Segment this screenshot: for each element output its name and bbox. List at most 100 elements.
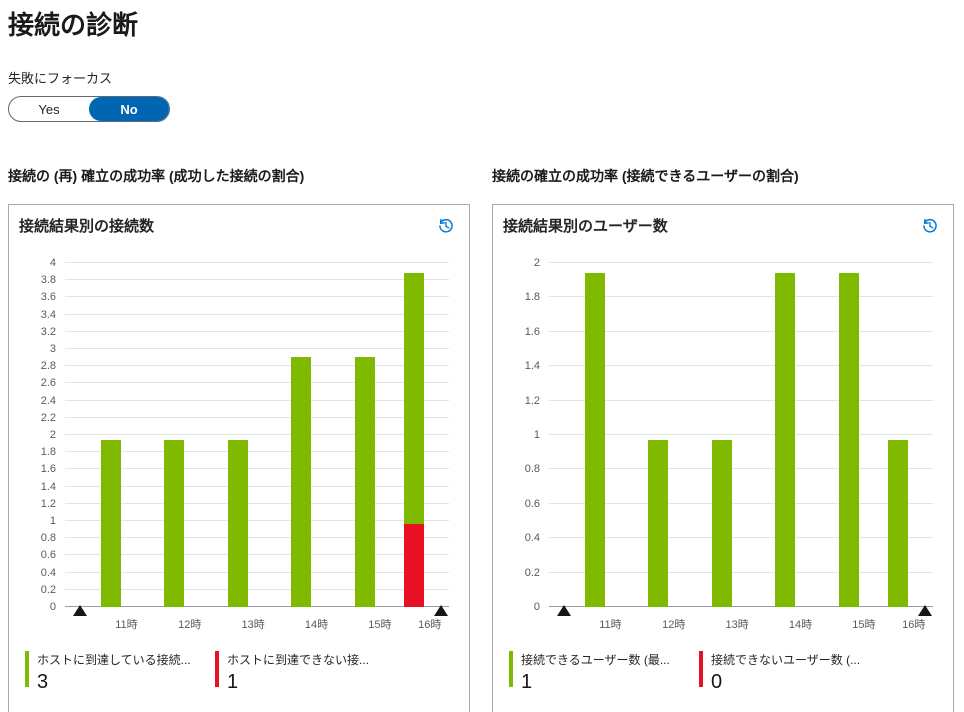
- x-tick-label: 14時: [304, 619, 329, 631]
- legend-color-marker: [699, 651, 703, 687]
- toggle-option-yes[interactable]: Yes: [38, 101, 60, 117]
- gridline: [65, 588, 449, 590]
- time-range-clock-icon[interactable]: [437, 217, 455, 235]
- time-brush-left-handle[interactable]: [73, 605, 88, 616]
- x-tick-label: 16時: [418, 619, 442, 631]
- y-tick-label: 3.6: [40, 291, 56, 304]
- time-brush-left-handle[interactable]: [557, 605, 572, 616]
- connections-chart-panel: 接続結果別の接続数 0 0.2 0.4 0.6 0.8 1 1.2 1.4 1.6 1.8 2 2.2…: [8, 204, 470, 712]
- y-tick-label: 1.6: [40, 463, 56, 476]
- y-tick-label: 2.6: [40, 377, 56, 390]
- gridline: [549, 571, 933, 573]
- legend-color-marker: [215, 651, 219, 687]
- x-tick-label: 12時: [662, 619, 686, 631]
- gridline: [549, 434, 933, 435]
- gridline: [65, 554, 449, 556]
- users-legend: 接続できるユーザー数 (最... 1 接続できないユーザー数 (... 0: [503, 651, 939, 694]
- y-tick-label: 0.4: [524, 532, 540, 545]
- legend-item-users-failure[interactable]: 接続できないユーザー数 (... 0: [699, 651, 889, 694]
- gridline: [65, 279, 449, 281]
- legend-label: ホストに到達できない接...: [227, 653, 370, 667]
- bar-16時[interactable]: [404, 263, 425, 607]
- gridline: [549, 262, 933, 263]
- bar-13時[interactable]: [227, 263, 248, 607]
- y-tick-label: 0.4: [40, 566, 56, 579]
- legend-value: 1: [521, 671, 533, 693]
- bar-14時[interactable]: [291, 263, 312, 607]
- gridline: [65, 365, 449, 367]
- users-bar-chart: 0 0.2 0.4 0.6 0.8 1 1.2 1.4 1.6 1.8 2 11時 12時 13時 14時 1…: [525, 257, 933, 631]
- y-tick-label: 0.8: [40, 532, 56, 545]
- y-tick-label: 1.2: [40, 497, 56, 510]
- y-tick-label: 3: [49, 343, 56, 355]
- gridline: [549, 365, 933, 367]
- toggle-option-no[interactable]: No: [89, 97, 169, 121]
- bar-11時[interactable]: [585, 263, 606, 607]
- y-tick-label: 0: [49, 601, 56, 613]
- y-tick-label: 4: [49, 257, 56, 269]
- page-title: 接続の診断: [8, 10, 139, 40]
- connections-legend: ホストに到達している接続... 3 ホストに到達できない接... 1: [19, 651, 455, 694]
- users-chart-panel: 接続結果別のユーザー数 0 0.2 0.4 0.6 0.8 1 1.2 1.4 1.6 1.8 2 1…: [492, 204, 954, 712]
- panel-header: 接続結果別のユーザー数: [503, 217, 939, 237]
- bar-segment: [101, 440, 122, 607]
- legend-item-connections-failure[interactable]: ホストに到達できない接... 1: [215, 651, 405, 694]
- y-tick-label: 1.2: [524, 394, 540, 407]
- time-range-clock-icon[interactable]: [921, 217, 939, 235]
- bar-14時[interactable]: [775, 263, 796, 607]
- x-tick-label: 11時: [115, 619, 138, 631]
- users-chart-column: 接続の確立の成功率 (接続できるユーザーの割合) 接続結果別のユーザー数 0 0.…: [492, 166, 954, 712]
- connections-bar-chart: 0 0.2 0.4 0.6 0.8 1 1.2 1.4 1.6 1.8 2 2.2 2.4 2.6 2.8 3…: [41, 257, 449, 631]
- x-tick-label: 11時: [599, 619, 622, 631]
- x-tick-label: 15時: [368, 619, 392, 631]
- focus-failures-label: 失敗にフォーカス: [8, 71, 113, 86]
- y-tick-label: 0: [533, 601, 540, 613]
- bar-13時[interactable]: [711, 263, 732, 607]
- legend-item-users-success[interactable]: 接続できるユーザー数 (最... 1: [509, 651, 699, 694]
- y-tick-label: 3.4: [40, 308, 56, 321]
- bar-segment: [164, 440, 185, 607]
- x-tick-label: 13時: [725, 619, 749, 631]
- gridline: [65, 606, 449, 607]
- time-brush-right-handle[interactable]: [918, 605, 933, 616]
- x-tick-label: 16時: [902, 619, 926, 631]
- y-tick-label: 3.8: [40, 274, 56, 287]
- bar-12時[interactable]: [648, 263, 669, 607]
- panel-header: 接続結果別の接続数: [19, 217, 455, 237]
- bar-16時[interactable]: [888, 263, 909, 607]
- gridline: [65, 296, 449, 298]
- section-heading-users: 接続の確立の成功率 (接続できるユーザーの割合): [492, 168, 799, 184]
- gridline: [549, 606, 933, 607]
- y-tick-label: 2.2: [40, 411, 56, 424]
- gridline: [65, 416, 449, 418]
- legend-label: 接続できるユーザー数 (最...: [521, 653, 670, 667]
- bar-segment: [648, 440, 669, 607]
- legend-item-connections-success[interactable]: ホストに到達している接続... 3: [25, 651, 215, 694]
- y-tick-label: 0.8: [524, 463, 540, 476]
- panel-title-users: 接続結果別のユーザー数: [503, 218, 668, 235]
- legend-color-marker: [509, 651, 513, 687]
- y-tick-label: 3.2: [40, 325, 56, 338]
- time-brush-right-handle[interactable]: [434, 605, 449, 616]
- x-tick-label: 12時: [178, 619, 202, 631]
- gridline: [65, 313, 449, 315]
- connections-chart-column: 接続の (再) 確立の成功率 (成功した接続の割合) 接続結果別の接続数 0 0.…: [8, 166, 470, 712]
- legend-value: 1: [227, 671, 239, 693]
- gridline: [65, 399, 449, 401]
- gridline: [65, 451, 449, 453]
- bar-12時[interactable]: [164, 263, 185, 607]
- bar-15時[interactable]: [838, 263, 859, 607]
- bar-11時[interactable]: [101, 263, 122, 607]
- x-tick-label: 15時: [852, 619, 876, 631]
- focus-failures-toggle[interactable]: Yes No: [8, 96, 170, 122]
- bar-segment: [775, 273, 796, 607]
- y-tick-label: 0.6: [40, 549, 56, 562]
- bar-15時[interactable]: [354, 263, 375, 607]
- y-tick-label: 0.6: [524, 497, 540, 510]
- y-tick-label: 0.2: [524, 566, 540, 579]
- x-tick-label: 13時: [241, 619, 265, 631]
- gridline: [65, 382, 449, 384]
- gridline: [549, 468, 933, 470]
- gridline: [549, 502, 933, 504]
